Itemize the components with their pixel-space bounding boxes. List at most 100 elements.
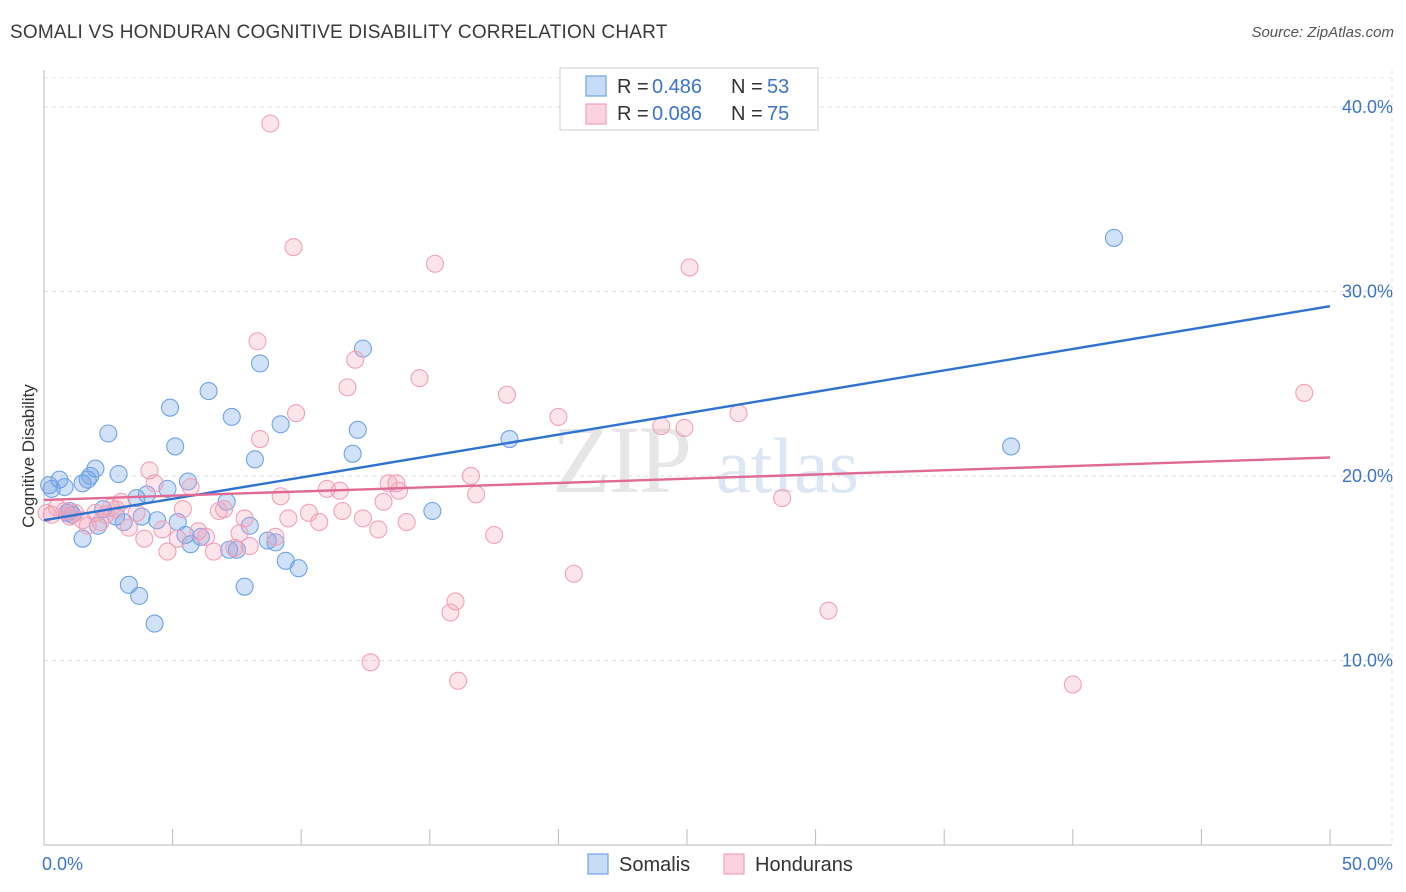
- legend-r-value-somali: 0.486: [652, 76, 702, 98]
- honduran-point-65: [549, 407, 568, 426]
- legend-n-value-honduran: 75: [767, 103, 789, 125]
- trend-lines: [43, 305, 1331, 522]
- watermark-atlas: atlas: [716, 422, 859, 509]
- honduran-point-48: [353, 509, 372, 528]
- somali-point-51: [500, 429, 519, 449]
- y-tick-label-20: 20.0%: [1342, 466, 1393, 486]
- honduran-point-67: [652, 417, 671, 436]
- honduran-point-28: [214, 500, 234, 519]
- honduran-points: [37, 114, 1314, 694]
- honduran-point-49: [361, 653, 380, 672]
- somali-point-53: [1104, 228, 1124, 247]
- bottom-legend-swatch-honduran: [723, 853, 745, 875]
- honduran-point-32: [240, 537, 259, 556]
- honduran-point-26: [204, 542, 223, 561]
- x-tick-label-min: 0.0%: [42, 854, 83, 874]
- honduran-point-74: [1295, 383, 1314, 402]
- honduran-point-35: [261, 114, 280, 133]
- somali-point-14: [99, 424, 118, 443]
- bottom-legend-swatch-somali: [587, 853, 609, 875]
- honduran-point-58: [441, 603, 460, 622]
- somali-trend-line: [43, 305, 1331, 522]
- honduran-point-18: [145, 474, 164, 493]
- legend-swatch-somali: [585, 75, 607, 97]
- honduran-point-21: [168, 529, 187, 548]
- somali-point-23: [145, 614, 164, 633]
- legend-n-value-somali: 53: [767, 76, 789, 98]
- bottom-legend-label-somali: Somalis: [619, 854, 690, 876]
- honduran-point-56: [410, 369, 429, 388]
- honduran-point-69: [680, 258, 699, 277]
- honduran-point-68: [675, 418, 694, 438]
- somali-point-38: [235, 577, 254, 596]
- grid-lines: [44, 70, 1393, 845]
- honduran-point-14: [119, 518, 138, 537]
- honduran-point-45: [333, 501, 352, 521]
- honduran-point-61: [461, 466, 481, 486]
- honduran-point-31: [235, 509, 254, 528]
- honduran-point-62: [467, 485, 486, 504]
- honduran-point-72: [819, 601, 838, 620]
- honduran-point-64: [497, 385, 517, 404]
- honduran-point-22: [173, 500, 192, 519]
- honduran-point-57: [425, 254, 444, 273]
- somali-point-41: [250, 354, 270, 373]
- honduran-point-33: [248, 332, 267, 351]
- honduran-point-73: [1063, 675, 1082, 694]
- legend-r-label-honduran: R =: [617, 103, 649, 125]
- bottom-legend-label-honduran: Hondurans: [755, 854, 853, 876]
- somali-point-40: [245, 450, 264, 469]
- honduran-point-71: [773, 489, 792, 508]
- honduran-point-41: [299, 503, 318, 522]
- somali-point-52: [1002, 437, 1021, 456]
- honduran-point-40: [287, 404, 306, 423]
- honduran-point-55: [397, 513, 416, 532]
- somali-point-16: [109, 465, 128, 484]
- honduran-point-42: [310, 513, 329, 532]
- legend-r-value-honduran: 0.086: [652, 103, 702, 125]
- honduran-point-63: [485, 525, 504, 545]
- y-tick-label-10: 10.0%: [1342, 650, 1393, 670]
- honduran-point-23: [181, 477, 200, 497]
- somali-point-11: [86, 459, 105, 478]
- somali-point-27: [166, 437, 185, 456]
- honduran-point-70: [729, 404, 748, 423]
- somali-point-20: [130, 586, 149, 605]
- honduran-point-46: [338, 378, 357, 397]
- honduran-point-66: [564, 564, 583, 583]
- somali-point-26: [160, 398, 180, 417]
- y-tick-label-30: 30.0%: [1342, 281, 1393, 301]
- honduran-point-38: [279, 509, 298, 528]
- legend-r-label-somali: R =: [617, 76, 649, 98]
- somali-point-33: [199, 382, 218, 401]
- x-tick-label-max: 50.0%: [1342, 854, 1393, 874]
- axes: [43, 70, 1392, 846]
- honduran-point-50: [369, 520, 388, 539]
- honduran-point-34: [250, 429, 270, 449]
- somali-point-36: [222, 407, 241, 426]
- honduran-point-36: [266, 527, 285, 546]
- tick-labels: 10.0% 20.0% 30.0% 40.0% 0.0% 50.0%: [42, 97, 1393, 874]
- somali-point-3: [55, 477, 74, 497]
- honduran-point-47: [346, 350, 365, 369]
- honduran-point-54: [389, 481, 408, 500]
- somali-point-24: [148, 511, 167, 530]
- honduran-point-19: [153, 520, 172, 539]
- y-tick-label-40: 40.0%: [1342, 97, 1393, 117]
- somali-point-50: [423, 501, 442, 521]
- y-axis-title: Cognitive Disability: [19, 384, 38, 528]
- honduran-point-20: [158, 542, 177, 561]
- honduran-point-16: [135, 529, 154, 548]
- honduran-point-37: [271, 487, 290, 506]
- legend-swatch-honduran: [585, 103, 607, 125]
- legend-box: R = 0.486 N = 53 R = 0.086 N = 75: [559, 67, 819, 131]
- somali-point-47: [343, 444, 362, 463]
- honduran-point-39: [284, 238, 303, 257]
- somali-point-44: [271, 415, 290, 434]
- honduran-point-51: [374, 492, 393, 511]
- bottom-legend: Somalis Hondurans: [587, 853, 853, 876]
- somali-point-18: [119, 575, 138, 594]
- chart-title: SOMALI VS HONDURAN COGNITIVE DISABILITY …: [10, 22, 668, 43]
- somali-point-46: [289, 559, 308, 578]
